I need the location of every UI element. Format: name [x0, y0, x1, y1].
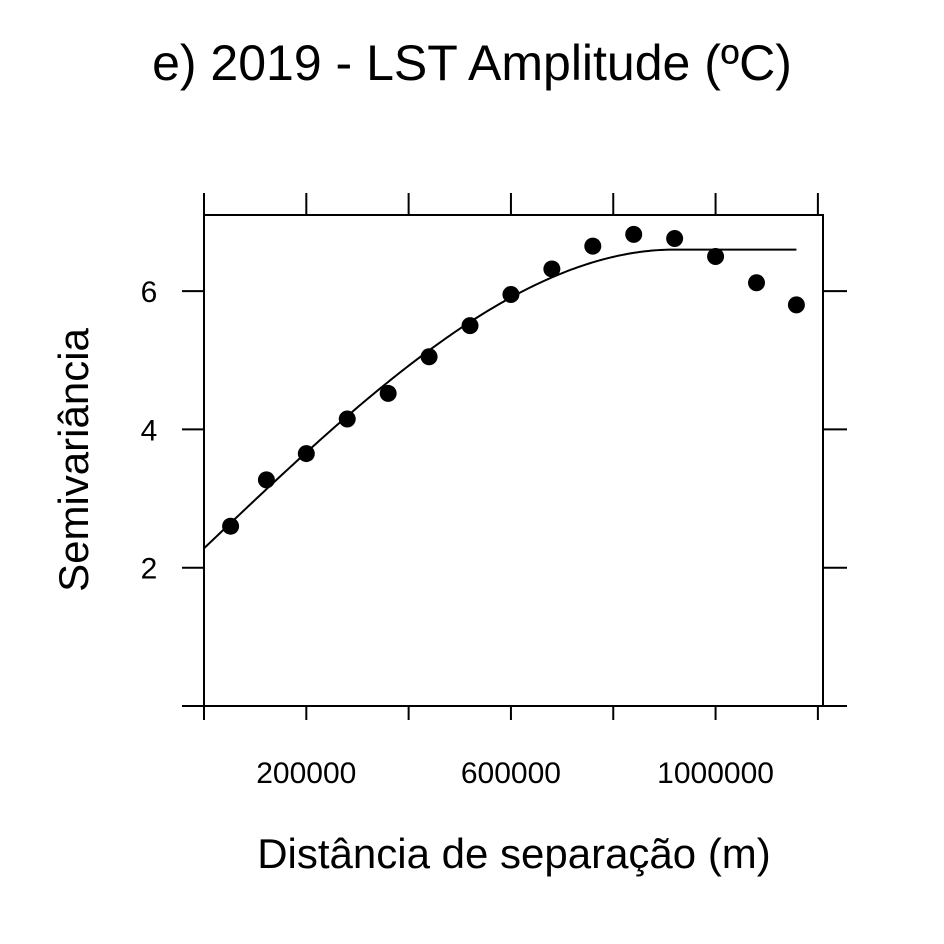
x-axis-ticks — [203, 193, 819, 720]
x-tick-label: 200000 — [256, 757, 356, 790]
y-tick-label: 2 — [141, 553, 158, 586]
data-point — [461, 317, 479, 335]
y-tick-label: 4 — [141, 414, 158, 447]
data-point — [543, 260, 561, 278]
y-tick-label: 6 — [141, 276, 158, 309]
data-point — [257, 471, 275, 489]
data-point — [297, 445, 315, 463]
data-point — [379, 384, 397, 402]
plot-frame — [203, 214, 824, 707]
data-point — [222, 517, 240, 535]
data-point — [338, 410, 356, 428]
y-axis-label: Semivariância — [50, 327, 97, 591]
data-point — [787, 296, 805, 314]
y-axis-ticks — [182, 290, 847, 707]
data-point — [502, 286, 520, 304]
chart-title: e) 2019 - LST Amplitude (ºC) — [152, 35, 792, 91]
x-tick-label: 1000000 — [657, 757, 774, 790]
data-point — [625, 225, 643, 243]
y-axis-tick-labels: 2 4 6 — [141, 276, 158, 586]
data-point — [666, 230, 684, 248]
data-point — [747, 274, 765, 292]
x-tick-label: 600000 — [461, 757, 561, 790]
data-point — [707, 247, 725, 265]
x-axis-label: Distância de separação (m) — [257, 830, 771, 877]
fitted-model-line — [203, 248, 797, 550]
data-point — [584, 237, 602, 255]
data-point — [420, 348, 438, 366]
data-points — [222, 225, 805, 535]
x-axis-tick-labels: 200000 600000 1000000 — [256, 757, 774, 790]
